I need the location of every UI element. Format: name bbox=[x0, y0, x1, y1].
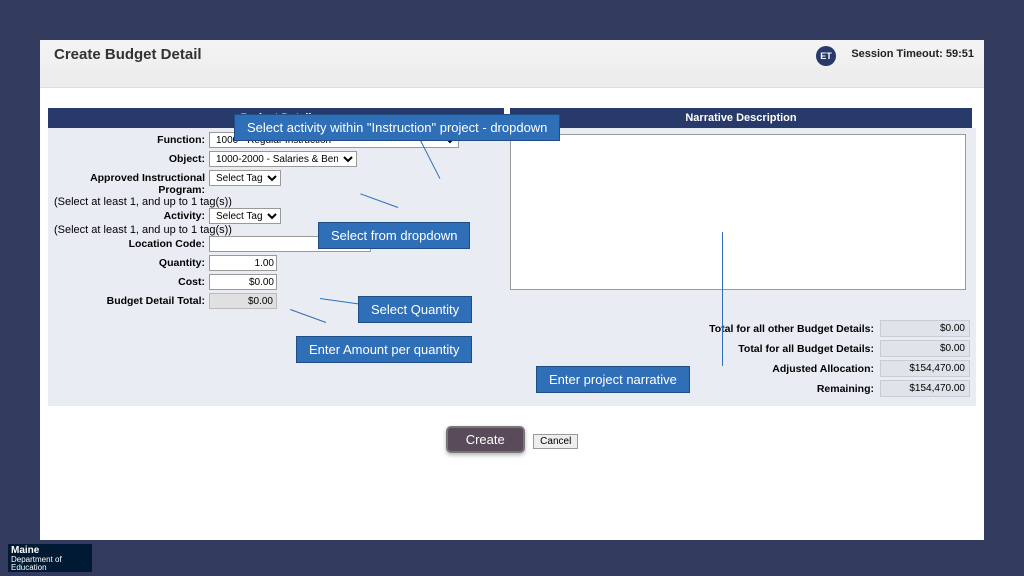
remaining-value: $154,470.00 bbox=[880, 380, 970, 397]
session-timeout: Session Timeout: 59:51 bbox=[851, 48, 974, 60]
total-other-value: $0.00 bbox=[880, 320, 970, 337]
header-bar: Create Budget Detail ET Session Timeout:… bbox=[40, 40, 984, 88]
quantity-input[interactable] bbox=[209, 255, 277, 271]
button-bar: Create Cancel bbox=[48, 406, 976, 453]
totals-section: Total for all other Budget Details: $0.0… bbox=[48, 316, 976, 406]
narrative-panel bbox=[510, 128, 972, 316]
logo-line3: Education bbox=[11, 564, 89, 572]
narrative-textarea[interactable] bbox=[510, 134, 966, 290]
total-all-value: $0.00 bbox=[880, 340, 970, 357]
callout-select-dropdown: Select from dropdown bbox=[318, 222, 470, 249]
object-select[interactable]: 1000-2000 - Salaries & Benefits bbox=[209, 151, 357, 167]
create-button[interactable]: Create bbox=[446, 426, 525, 453]
cost-input[interactable] bbox=[209, 274, 277, 290]
content-area: Budget Detail Narrative Description Func… bbox=[40, 88, 984, 453]
budget-total-label: Budget Detail Total: bbox=[54, 293, 209, 307]
callout-line-5 bbox=[722, 232, 723, 366]
total-other-label: Total for all other Budget Details: bbox=[709, 323, 880, 335]
callout-enter-amount: Enter Amount per quantity bbox=[296, 336, 472, 363]
activity-hint: (Select at least 1, and up to 1 tag(s)) bbox=[54, 224, 232, 236]
cancel-button[interactable]: Cancel bbox=[533, 434, 578, 449]
narrative-header: Narrative Description bbox=[510, 108, 972, 128]
approved-program-select[interactable]: Select Tag bbox=[209, 170, 281, 186]
page-title: Create Budget Detail bbox=[54, 46, 974, 63]
quantity-label: Quantity: bbox=[54, 255, 209, 269]
adjusted-allocation-value: $154,470.00 bbox=[880, 360, 970, 377]
callout-activity-dropdown: Select activity within "Instruction" pro… bbox=[234, 114, 560, 141]
budget-total-value: $0.00 bbox=[209, 293, 277, 309]
location-code-label: Location Code: bbox=[54, 236, 209, 250]
callout-project-narrative: Enter project narrative bbox=[536, 366, 690, 393]
total-all-label: Total for all Budget Details: bbox=[738, 343, 880, 355]
approved-program-hint: (Select at least 1, and up to 1 tag(s)) bbox=[54, 196, 232, 208]
callout-select-quantity: Select Quantity bbox=[358, 296, 472, 323]
remaining-label: Remaining: bbox=[817, 383, 880, 395]
object-label: Object: bbox=[54, 151, 209, 165]
cost-label: Cost: bbox=[54, 274, 209, 288]
activity-label: Activity: bbox=[54, 208, 209, 222]
function-label: Function: bbox=[54, 132, 209, 146]
timeout-value: 59:51 bbox=[946, 48, 974, 60]
adjusted-allocation-label: Adjusted Allocation: bbox=[772, 363, 880, 375]
user-badge[interactable]: ET bbox=[816, 46, 836, 66]
approved-program-label: Approved Instructional Program: bbox=[54, 170, 209, 196]
timeout-label: Session Timeout: bbox=[851, 48, 942, 60]
maine-doe-logo: Maine Department of Education bbox=[8, 544, 92, 572]
activity-select[interactable]: Select Tag bbox=[209, 208, 281, 224]
